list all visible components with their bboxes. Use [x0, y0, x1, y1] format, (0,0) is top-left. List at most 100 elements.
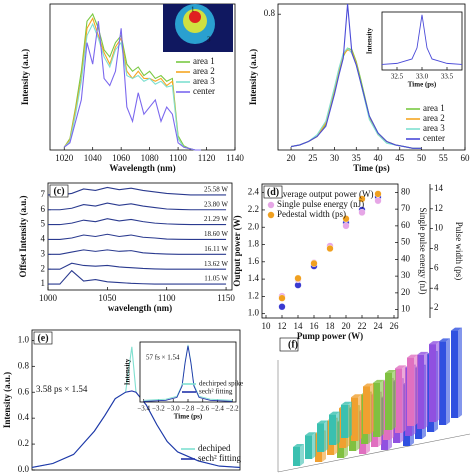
y-axis-label: Offset Intensity (a.u.) — [18, 196, 28, 278]
series-line — [381, 14, 463, 65]
beam-core — [189, 11, 201, 23]
legend-label: center — [193, 86, 215, 96]
y-tick-label: 5 — [41, 219, 46, 229]
y3-axis-label: Pulse width (ps) — [454, 222, 464, 281]
legend-label: Average output power (W) — [277, 189, 374, 199]
y3-tick-label: 8 — [434, 243, 439, 253]
bar-side — [312, 432, 316, 459]
legend-label: Single pulse energy (nJ) — [277, 199, 364, 209]
x-tick-label: 22 — [358, 321, 367, 331]
y3-tick-label: 4 — [434, 282, 439, 292]
panel-label-box — [49, 184, 69, 198]
bar-top — [305, 432, 316, 436]
bar-top — [317, 420, 328, 424]
plot-frame — [31, 329, 241, 471]
x-tick-label: 30 — [330, 153, 340, 163]
x-tick-label: 1080 — [141, 153, 160, 163]
bar — [351, 397, 358, 441]
floor-edge — [277, 433, 471, 473]
bar-side — [402, 365, 406, 433]
legend-label: area 1 — [193, 56, 215, 66]
legend-label: Pedestal width (ps) — [277, 209, 346, 219]
bar-side — [458, 327, 462, 418]
x-axis-label: Pump power (W) — [297, 331, 363, 341]
series-label: 21.29 W — [204, 215, 228, 223]
series-label: 18.60 W — [204, 230, 228, 238]
y-tick-label: 1.2 — [248, 290, 259, 300]
panel-label: (d) — [267, 187, 279, 198]
y-tick-label: 0.6 — [18, 386, 30, 396]
point — [358, 208, 366, 217]
point — [294, 274, 302, 282]
plot-frame — [277, 3, 466, 151]
bar-side — [370, 383, 374, 434]
x-tick-label: 35 — [352, 153, 362, 163]
x-axis-label: wavelength (nm) — [108, 303, 172, 313]
bar-top — [373, 379, 384, 383]
x-tick-label: 1040 — [84, 153, 103, 163]
legend-label: area 3 — [193, 76, 215, 86]
y-tick-label: 6 — [41, 204, 46, 214]
bar — [373, 382, 380, 437]
bar — [305, 435, 312, 459]
x-tick-label: 45 — [395, 153, 405, 163]
inset-bg — [382, 12, 462, 70]
y-tick-label: 3 — [41, 248, 46, 258]
bar — [417, 354, 424, 429]
series-line — [31, 390, 241, 468]
y-tick-label: 1 — [41, 278, 46, 288]
x-tick-label: 1020 — [55, 153, 74, 163]
bar — [293, 447, 300, 466]
series-line — [63, 22, 201, 151]
legend-label: sech² fitting — [198, 453, 241, 463]
x-tick-label: −3.0 — [167, 405, 180, 413]
y-tick-label: 2.2 — [248, 204, 259, 214]
bar-side — [424, 351, 428, 429]
x-axis-label: Time (ps) — [174, 412, 203, 420]
bar-top — [395, 365, 406, 369]
bar-side — [436, 341, 440, 422]
x-tick-label: 1000 — [39, 293, 58, 303]
panel-label-box — [279, 337, 299, 352]
bar-top — [439, 338, 450, 342]
y2-tick-label: 20 — [401, 287, 411, 297]
x-tick-label: 33.5 — [441, 73, 454, 81]
y-tick-label: 1.8 — [248, 239, 260, 249]
bar — [317, 423, 324, 452]
y-axis-label: Intensity — [366, 27, 374, 54]
panel-label: (c) — [53, 186, 64, 197]
x-tick-label: −2.4 — [211, 405, 224, 413]
bar-top — [407, 354, 418, 358]
inset-image-label: 1 — [191, 6, 195, 14]
series-line — [63, 21, 201, 151]
legend-label: dechirped spike — [199, 380, 243, 388]
y-tick-label: 2 — [41, 263, 46, 273]
x-tick-label: 60 — [461, 153, 471, 163]
y-axis-label: Intensity (a.u.) — [20, 49, 30, 105]
x-tick-label: 1150 — [217, 293, 235, 303]
annotation: 3.58 ps × 1.54 — [36, 384, 88, 394]
bar-side — [414, 354, 418, 426]
point — [278, 303, 286, 311]
plot-frame — [49, 3, 236, 151]
panel-label-box — [263, 185, 283, 199]
legend-label: area 1 — [423, 103, 445, 113]
y-tick-label: 1.6 — [248, 256, 260, 266]
bar-side — [358, 394, 362, 441]
series-line — [143, 345, 233, 402]
bar-top — [351, 394, 362, 398]
legend-label: area 3 — [423, 123, 445, 133]
y2-tick-label: 60 — [401, 220, 411, 230]
y2-tick-label: 80 — [401, 186, 411, 196]
bar-top — [429, 341, 440, 345]
y-tick-label: 0.8 — [264, 8, 276, 18]
bar — [451, 330, 458, 418]
y-tick-label: 2.4 — [248, 187, 260, 197]
series-label: 11.05 W — [204, 275, 228, 283]
x-tick-label: 1100 — [158, 293, 176, 303]
point — [358, 195, 366, 203]
y-axis-label: Intensity — [124, 358, 132, 385]
y-axis-label: Intensity (a.u.) — [2, 372, 12, 428]
x-tick-label: 32.5 — [391, 73, 404, 81]
x-tick-label: 50 — [417, 153, 427, 163]
